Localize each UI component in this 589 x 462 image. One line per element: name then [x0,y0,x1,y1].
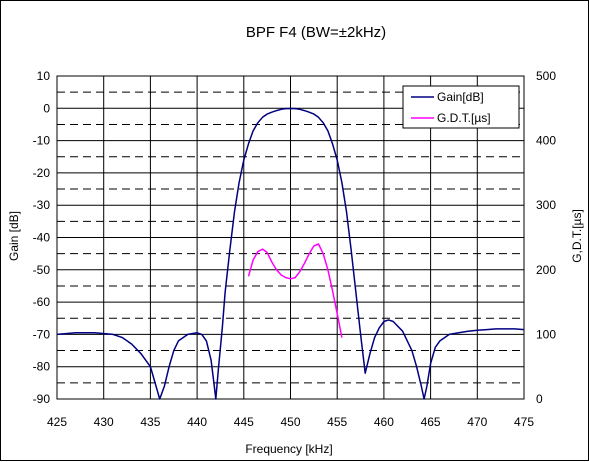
y-right-tick-label: 0 [536,392,543,406]
x-tick-label: 440 [187,415,207,429]
legend-label-gain: Gain[dB] [437,90,484,104]
x-tick-label: 450 [280,415,300,429]
y-left-tick-label: -20 [33,166,51,180]
chart-title: BPF F4 (BW=±2kHz) [246,24,386,41]
series-layer [56,107,525,400]
y-left-tick-label: -10 [33,134,51,148]
x-tick-label: 430 [94,415,114,429]
legend-label-gdt: G.D.T.[µs] [437,111,491,125]
y-left-tick-label: 0 [43,101,50,115]
x-tick-label: 470 [467,415,487,429]
y-left-tick-label: -90 [33,392,51,406]
gdt-series-line [247,243,343,338]
y-left-tick-label: -50 [33,263,51,277]
y-left-axis-label: Gain [dB] [7,211,21,261]
y-left-axis-ticks: 10 0 -10 -20 -30 -40 -50 -60 -70 -80 -90 [33,69,51,406]
y-right-axis-ticks: 500 400 300 200 100 0 [536,69,556,406]
x-tick-label: 435 [140,415,160,429]
y-right-tick-label: 300 [536,198,556,212]
x-axis-label: Frequency [kHz] [245,442,332,456]
gain-series-line [56,107,525,400]
legend-box [402,85,520,129]
grid [56,75,525,400]
y-left-tick-label: -30 [33,198,51,212]
y-right-tick-label: 500 [536,69,556,83]
x-tick-label: 460 [374,415,394,429]
x-axis-ticks: 425 430 435 440 445 450 455 460 465 470 475 [47,415,534,429]
legend: Gain[dB] G.D.T.[µs] [402,85,520,129]
y-left-tick-label: -40 [33,231,51,245]
x-tick-label: 425 [47,415,67,429]
y-right-axis-label: G,D.T.[µs] [570,209,584,263]
y-right-tick-label: 100 [536,327,556,341]
y-left-tick-label: -80 [33,360,51,374]
y-left-tick-label: -70 [33,327,51,341]
x-tick-label: 475 [514,415,534,429]
y-left-tick-label: -60 [33,295,51,309]
plot-border [56,75,525,400]
y-left-tick-label: 10 [37,69,51,83]
x-tick-label: 445 [234,415,254,429]
x-tick-label: 455 [327,415,347,429]
y-right-tick-label: 400 [536,134,556,148]
y-right-tick-label: 200 [536,263,556,277]
x-tick-label: 465 [421,415,441,429]
